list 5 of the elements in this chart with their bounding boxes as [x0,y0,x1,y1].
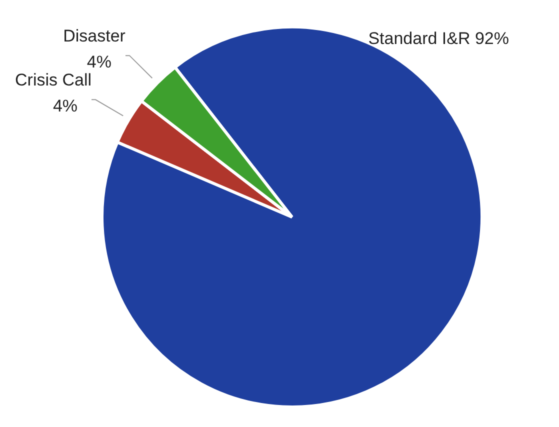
slice-label: Standard I&R 92% [368,29,510,48]
slice-label: Disaster [63,26,126,46]
data-label: 4% [86,52,112,72]
data-label: 4% [52,96,78,116]
slice-label: Crisis Call [15,70,92,90]
